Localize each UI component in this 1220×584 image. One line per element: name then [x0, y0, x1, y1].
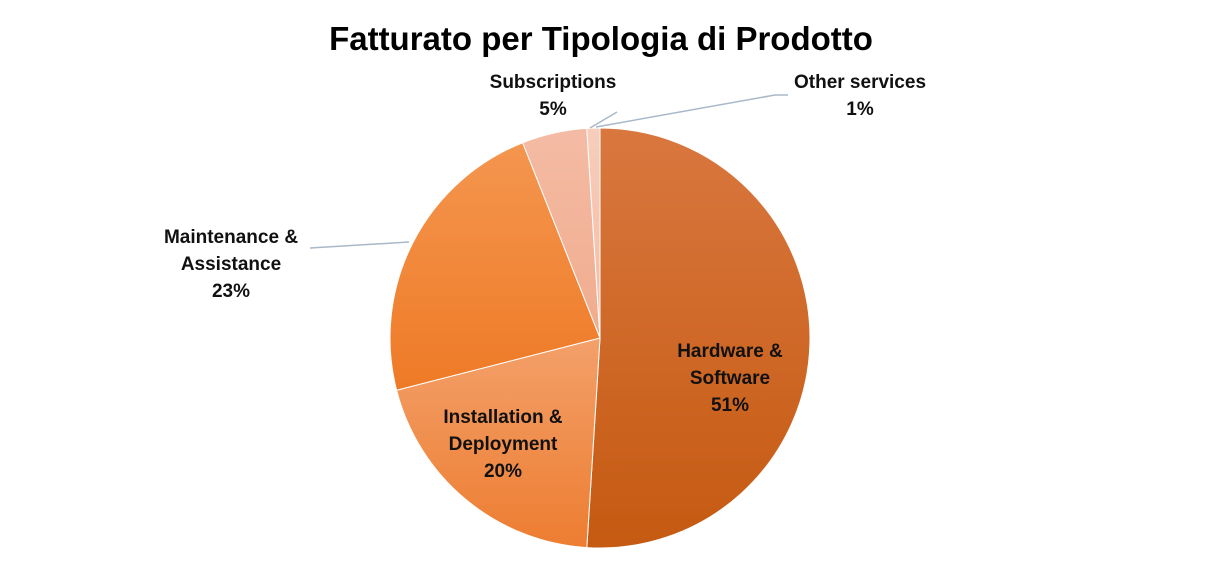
pie-slice-installation-deployment: [395, 337, 601, 549]
pie-slice-maintenance-assistance: [389, 142, 601, 391]
pie-slices: [389, 127, 811, 549]
data-label-hardware-software: Hardware & Software 51%: [677, 341, 783, 416]
chart-title: Fatturato per Tipologia di Prodotto: [329, 20, 873, 57]
leader-line-other-services: [595, 94, 788, 128]
data-label-other-services: Other services 1%: [794, 72, 926, 120]
leader-line-subscriptions: [589, 111, 618, 129]
data-label-installation-deployment: Installation & Deployment 20%: [443, 407, 563, 482]
pie-slice-other-services: [586, 127, 601, 339]
leader-lines: [309, 94, 788, 249]
data-labels: Hardware & Software 51% Installation & Deplo…: [164, 72, 926, 482]
pie-slice-hardware-software: [586, 127, 811, 549]
data-label-subscriptions: Subscriptions 5%: [490, 72, 617, 120]
data-label-maintenance-assistance: Maintenance & Assistance 23%: [164, 227, 298, 302]
leader-line-maintenance-assistance: [309, 241, 410, 249]
